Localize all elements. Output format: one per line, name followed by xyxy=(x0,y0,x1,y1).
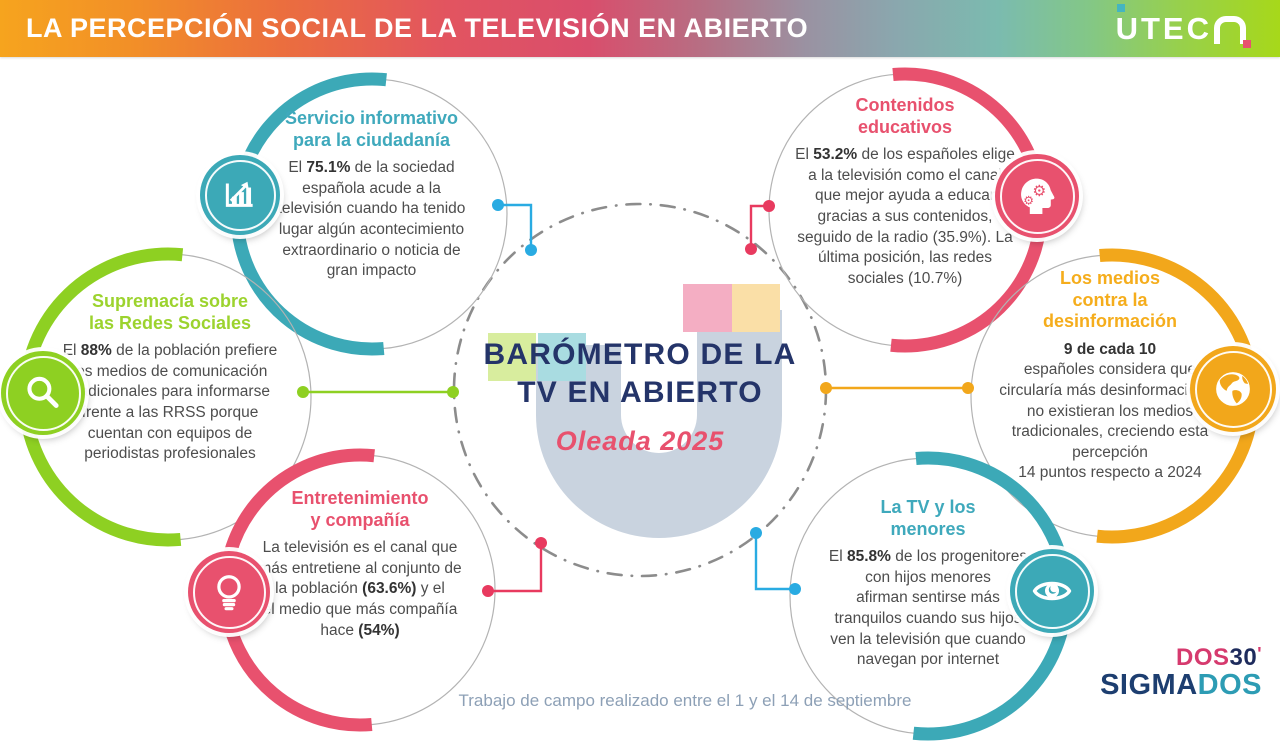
card-content: Los medios contra la desinformación 9 de… xyxy=(985,268,1235,484)
magnifier-icon xyxy=(1,351,85,435)
connector-supremacia xyxy=(297,386,459,398)
watermark-pink-square xyxy=(683,284,732,332)
globe-glyph xyxy=(1216,372,1250,406)
head-gears-glyph: ⚙ ⚙ xyxy=(1021,178,1055,214)
watermark-green-square xyxy=(488,333,536,381)
uteca-logo: UTEC xyxy=(1115,4,1251,48)
uteca-watermark-u xyxy=(536,310,782,538)
card-contenidos-educativos: ⚙ ⚙ Contenidos educativos El 53.2% de lo… xyxy=(762,67,1079,353)
svg-text:⚙: ⚙ xyxy=(1032,183,1046,200)
card-medios-desinformacion: Los medios contra la desinformación 9 de… xyxy=(964,248,1276,544)
card-content: Servicio informativo para la ciudadanía … xyxy=(259,108,484,282)
brand-logos: DOS30' SIGMADOS xyxy=(1100,644,1262,701)
eye-icon xyxy=(1010,549,1094,633)
globe-icon xyxy=(1190,346,1276,432)
fieldwork-note: Trabajo de campo realizado entre el 1 y … xyxy=(458,691,912,710)
sigmados-sigma: SIGMA xyxy=(1100,669,1198,702)
magnifier-glyph xyxy=(27,376,59,408)
sigmados-dos: DOS xyxy=(1197,669,1262,702)
card-entretenimiento: Entretenimiento y compañía La televisión… xyxy=(188,448,502,732)
dos30-tick: ' xyxy=(1257,644,1262,664)
card-title: Los medios contra la desinformación xyxy=(1042,268,1178,332)
card-title: Servicio informativo para la ciudadanía xyxy=(284,108,459,150)
card-content: Supremacía sobre las Redes Sociales El 8… xyxy=(45,291,295,465)
card-title: Contenidos educativos xyxy=(855,95,955,137)
card-body: La televisión es el canal que más entret… xyxy=(258,539,462,639)
uteca-logo-text: UTEC xyxy=(1115,11,1212,46)
card-title: La TV y los menores xyxy=(880,497,976,539)
dos30-logo: DOS30' xyxy=(1100,644,1262,671)
card-title: Supremacía sobre las Redes Sociales xyxy=(88,291,252,333)
center-title: BARÓMETRO DE LA TV EN ABIERTO xyxy=(483,338,797,410)
dos30-dos: DOS xyxy=(1176,644,1230,671)
lightbulb-icon xyxy=(188,551,270,633)
card-body: El 53.2% de los españoles elige a la tel… xyxy=(795,146,1015,287)
page-title: LA PERCEPCIÓN SOCIAL DE LA TELEVISIÓN EN… xyxy=(26,13,809,43)
card-title: Entretenimiento y compañía xyxy=(291,488,429,530)
bar-chart-glyph xyxy=(225,181,253,207)
header-bar: LA PERCEPCIÓN SOCIAL DE LA TELEVISIÓN EN… xyxy=(0,0,1280,57)
card-supremacia-redes: Supremacía sobre las Redes Sociales El 8… xyxy=(1,247,318,547)
card-body: El 85.8% de los progenitores con hijos m… xyxy=(828,548,1028,669)
uteca-teal-square xyxy=(1116,4,1125,12)
lightbulb-glyph xyxy=(217,575,241,611)
dos30-num: 30 xyxy=(1229,644,1258,671)
card-body: El 75.1% de la sociedad española acude a… xyxy=(277,159,466,280)
uteca-omega-shape xyxy=(1214,16,1246,44)
head-gears-icon: ⚙ ⚙ xyxy=(995,154,1079,238)
center-subtitle: Oleada 2025 xyxy=(555,426,725,456)
card-content: La TV y los menores El 85.8% de los prog… xyxy=(808,497,1048,671)
card-servicio-informativo: Servicio informativo para la ciudadanía … xyxy=(200,72,514,356)
bar-chart-icon xyxy=(200,155,280,235)
watermark-teal-square xyxy=(538,333,586,381)
connector-desinformacion xyxy=(820,382,974,394)
svg-text:⚙: ⚙ xyxy=(1023,193,1034,207)
card-body: 9 de cada 10 españoles considera que cir… xyxy=(999,340,1220,482)
card-body: El 88% de la población prefiere los medi… xyxy=(62,342,278,463)
watermark-peach-square xyxy=(732,284,780,332)
card-content: Contenidos educativos El 53.2% de los es… xyxy=(785,95,1025,289)
card-content: Entretenimiento y compañía La televisión… xyxy=(247,488,473,641)
eye-glyph xyxy=(1032,581,1072,601)
sigmados-logo: SIGMADOS xyxy=(1100,670,1262,701)
uteca-pink-square xyxy=(1243,40,1251,48)
